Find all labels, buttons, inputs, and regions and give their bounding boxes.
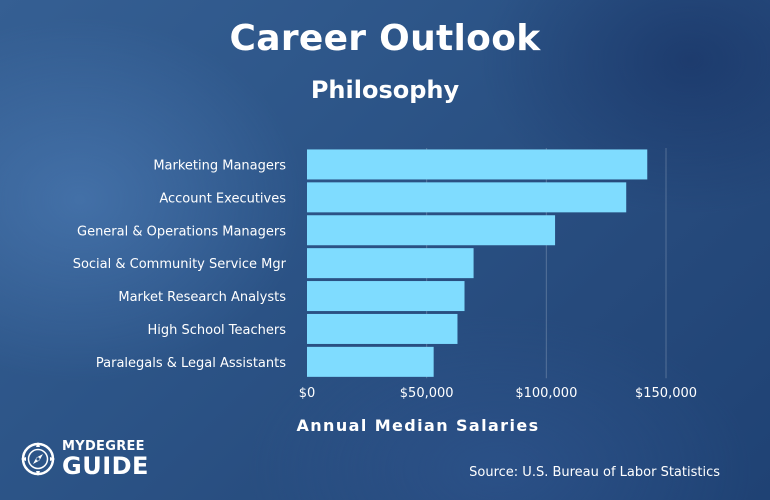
bar (307, 281, 465, 312)
logo-text-top: MYDEGREE (62, 439, 145, 454)
x-axis-label: Annual Median Salaries (296, 416, 540, 435)
chart-category-labels: Marketing Managers Account Executives Gene… (73, 158, 287, 370)
category-label: Account Executives (159, 191, 286, 206)
bar (307, 215, 556, 246)
x-tick-label: $0 (299, 386, 316, 401)
bar-chart: Marketing Managers Account Executives Gene… (73, 149, 697, 401)
x-tick-label: $100,000 (515, 386, 577, 401)
category-label: Marketing Managers (153, 158, 286, 173)
bar (307, 182, 627, 213)
source-note: Source: U.S. Bureau of Labor Statistics (469, 465, 720, 480)
category-label: General & Operations Managers (77, 224, 286, 239)
bar (307, 346, 434, 377)
chart-title: Career Outlook (229, 18, 541, 59)
mydegreeguide-logo: MYDEGREE GUIDE (20, 440, 149, 478)
x-tick-label: $150,000 (635, 386, 697, 401)
logo-text-bottom: GUIDE (62, 452, 149, 480)
bar (307, 248, 474, 279)
x-tick-label: $50,000 (400, 386, 454, 401)
category-label: Market Research Analysts (118, 290, 286, 305)
chart-subtitle: Philosophy (310, 76, 460, 104)
chart-x-tick-labels: $0 $50,000 $100,000 $150,000 (299, 386, 697, 401)
compass-icon (21, 442, 55, 476)
category-label: Paralegals & Legal Assistants (96, 356, 286, 371)
bar (307, 149, 648, 180)
category-label: Social & Community Service Mgr (73, 257, 287, 272)
bar (307, 313, 458, 344)
category-label: High School Teachers (148, 323, 287, 338)
chart-bars (307, 149, 648, 377)
